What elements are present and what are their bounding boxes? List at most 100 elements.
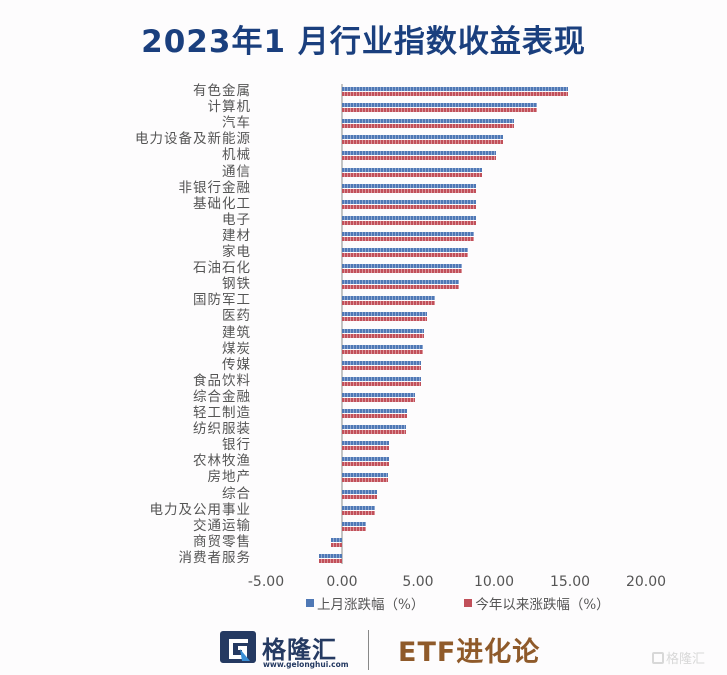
bar-last-month bbox=[342, 505, 376, 510]
category-label: 建筑 bbox=[222, 324, 251, 341]
bar-last-month bbox=[342, 103, 537, 108]
category-label: 建材 bbox=[222, 227, 251, 244]
bar-ytd bbox=[342, 253, 469, 257]
bar-ytd bbox=[342, 462, 390, 467]
bar-last-month bbox=[342, 87, 569, 91]
category-label: 电力及公用事业 bbox=[149, 501, 251, 518]
category-label: 房地产 bbox=[207, 469, 251, 486]
logo-url: www.gelonghui.com bbox=[263, 660, 349, 669]
category-label: 综合 bbox=[222, 485, 251, 502]
bar-ytd bbox=[342, 269, 463, 274]
bar-last-month bbox=[342, 457, 390, 462]
bar-last-month bbox=[342, 489, 377, 494]
bar-ytd bbox=[342, 220, 476, 225]
category-label: 电力设备及新能源 bbox=[135, 131, 251, 148]
bar-last-month bbox=[342, 264, 463, 269]
footer-divider bbox=[368, 630, 369, 670]
category-label: 非银行金融 bbox=[178, 179, 251, 196]
category-label: 医药 bbox=[222, 308, 251, 325]
bar-ytd bbox=[342, 430, 406, 435]
bar-last-month bbox=[342, 167, 482, 172]
bar-last-month bbox=[342, 231, 475, 236]
bar-last-month bbox=[342, 183, 476, 188]
category-label: 消费者服务 bbox=[178, 549, 251, 566]
bar-ytd bbox=[342, 188, 476, 193]
x-tick-label: 15.00 bbox=[549, 574, 591, 590]
bar-last-month bbox=[331, 537, 342, 542]
bar-ytd bbox=[342, 172, 482, 177]
bar-last-month bbox=[342, 199, 476, 204]
chart-title: 2023年1 月行业指数收益表现 bbox=[141, 24, 586, 60]
bar-ytd bbox=[342, 333, 425, 338]
bar-ytd bbox=[342, 381, 422, 386]
bar-ytd bbox=[342, 124, 514, 129]
bar-last-month bbox=[319, 553, 342, 558]
bar-last-month bbox=[342, 392, 415, 397]
category-label: 传媒 bbox=[222, 356, 251, 373]
watermark-logo-icon bbox=[652, 651, 664, 664]
bar-last-month bbox=[342, 312, 428, 317]
bar-last-month bbox=[342, 119, 514, 124]
x-tick-label: 20.00 bbox=[625, 574, 667, 590]
bar-chart: 有色金属 计算机 汽车 电力设备及新能源 机械 通信 非银行金融 基础化工 电子 建材 家电 石油石化… bbox=[135, 83, 667, 613]
bar-last-month bbox=[342, 360, 422, 365]
bar-last-month bbox=[342, 473, 388, 478]
category-label: 农林牧渔 bbox=[193, 453, 251, 470]
bar-ytd bbox=[342, 349, 423, 354]
bar-last-month bbox=[342, 151, 496, 156]
bar-ytd bbox=[342, 526, 367, 531]
logo-text: 格隆汇 bbox=[262, 636, 337, 664]
bar-last-month bbox=[342, 409, 408, 413]
category-label: 国防军工 bbox=[193, 292, 251, 309]
category-label: 机械 bbox=[222, 147, 251, 164]
bar-last-month bbox=[342, 441, 390, 446]
category-label: 综合金融 bbox=[193, 388, 251, 405]
legend-label: 上月涨跌幅（%） bbox=[317, 597, 425, 613]
category-label: 有色金属 bbox=[193, 83, 251, 99]
category-label: 计算机 bbox=[207, 99, 251, 116]
bar-ytd bbox=[342, 397, 415, 402]
legend-item-ytd: 今年以来涨跌幅（%） bbox=[464, 593, 610, 613]
watermark-text: 格隆汇 bbox=[666, 652, 706, 667]
category-label: 基础化工 bbox=[193, 195, 251, 212]
bar-ytd bbox=[342, 478, 388, 483]
bar-ytd bbox=[342, 204, 476, 209]
legend-item-last-month: 上月涨跌幅（%） bbox=[306, 593, 424, 613]
category-label: 食品饮料 bbox=[193, 372, 251, 389]
bar-ytd bbox=[342, 140, 504, 145]
category-label: 汽车 bbox=[222, 115, 251, 132]
bar-last-month bbox=[342, 248, 469, 252]
legend-label: 今年以来涨跌幅（%） bbox=[475, 597, 610, 613]
x-tick-label: 10.00 bbox=[473, 574, 515, 590]
category-label: 煤炭 bbox=[222, 340, 251, 357]
bar-ytd bbox=[342, 92, 569, 96]
bar-ytd bbox=[342, 285, 460, 290]
category-label: 纺织服装 bbox=[193, 421, 251, 438]
category-label: 通信 bbox=[222, 163, 251, 180]
footer: 格隆汇 www.gelonghui.com ETF进化论 bbox=[0, 628, 727, 673]
bar-last-month bbox=[342, 328, 425, 333]
category-label: 轻工制造 bbox=[193, 405, 251, 421]
category-label: 交通运输 bbox=[193, 517, 251, 534]
bar-ytd bbox=[342, 494, 377, 499]
watermark: 格隆汇 bbox=[652, 648, 705, 667]
bar-last-month bbox=[342, 376, 422, 381]
bar-ytd bbox=[342, 301, 435, 306]
bar-last-month bbox=[342, 135, 504, 140]
category-label: 电子 bbox=[222, 211, 251, 228]
bar-last-month bbox=[342, 296, 435, 301]
x-tick-label: -5.00 bbox=[247, 574, 285, 590]
category-label: 石油石化 bbox=[193, 260, 251, 277]
bar-ytd bbox=[331, 542, 342, 547]
bar-last-month bbox=[342, 344, 423, 349]
legend-swatch-red bbox=[464, 599, 473, 607]
legend: 上月涨跌幅（%） 今年以来涨跌幅（%） bbox=[306, 593, 610, 613]
legend-swatch-blue bbox=[306, 599, 314, 607]
column-name: ETF进化论 bbox=[398, 637, 541, 668]
bar-ytd bbox=[342, 156, 496, 161]
bar-last-month bbox=[342, 215, 476, 220]
bar-ytd bbox=[342, 317, 428, 322]
category-label: 钢铁 bbox=[222, 276, 251, 293]
bar-ytd bbox=[319, 558, 342, 563]
gelonghui-logo-icon bbox=[220, 631, 256, 663]
